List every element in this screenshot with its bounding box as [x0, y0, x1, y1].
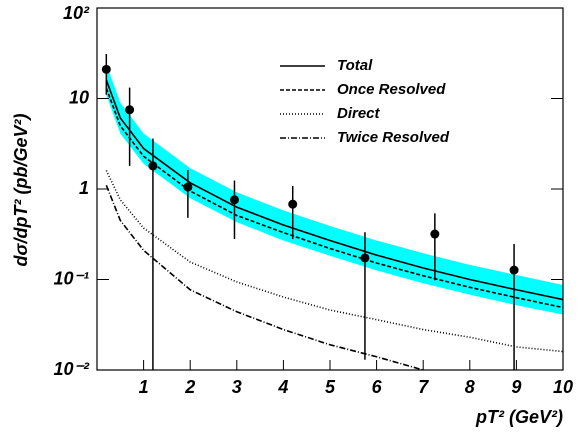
x-tick-label: 9: [511, 377, 521, 397]
data-point: [183, 182, 193, 192]
x-tick-label: 8: [465, 377, 475, 397]
legend-label: Once Resolved: [337, 81, 446, 98]
x-tick-label: 5: [325, 377, 336, 397]
y-tick-label: 10⁻¹: [53, 268, 89, 288]
x-axis-label: pT² (GeV²): [475, 407, 563, 427]
frame: [96, 7, 564, 371]
y-tick-label: 10: [69, 87, 89, 107]
x-tick-label: 7: [418, 377, 429, 397]
series-line: [105, 79, 563, 301]
series-line: [105, 87, 563, 309]
data-point: [288, 199, 298, 209]
legend-label: Total: [337, 57, 373, 74]
x-tick-label: 6: [372, 377, 383, 397]
y-tick-label: 10⁻²: [53, 359, 90, 379]
data-point: [430, 229, 440, 239]
legend-label: Twice Resolved: [337, 129, 450, 146]
y-tick-label: 10²: [63, 3, 90, 23]
series-line: [105, 170, 563, 353]
data-point: [101, 64, 111, 74]
uncertainty-band: [106, 64, 563, 315]
data-point: [229, 195, 239, 205]
x-tick-label: 10: [553, 377, 573, 397]
data-point: [148, 161, 158, 171]
data-point: [509, 265, 519, 275]
x-tick-label: 2: [184, 377, 195, 397]
x-tick-label: 3: [232, 377, 242, 397]
data-point: [125, 105, 135, 115]
y-axis-label: dσ/dpT² (pb/GeV²): [11, 114, 31, 267]
y-tick-label: 1: [79, 178, 89, 198]
data-point: [360, 253, 370, 263]
plot-area: [105, 64, 563, 370]
x-tick-label: 4: [277, 377, 288, 397]
legend-label: Direct: [337, 105, 381, 122]
series-line: [105, 184, 427, 370]
x-tick-label: 1: [139, 377, 149, 397]
